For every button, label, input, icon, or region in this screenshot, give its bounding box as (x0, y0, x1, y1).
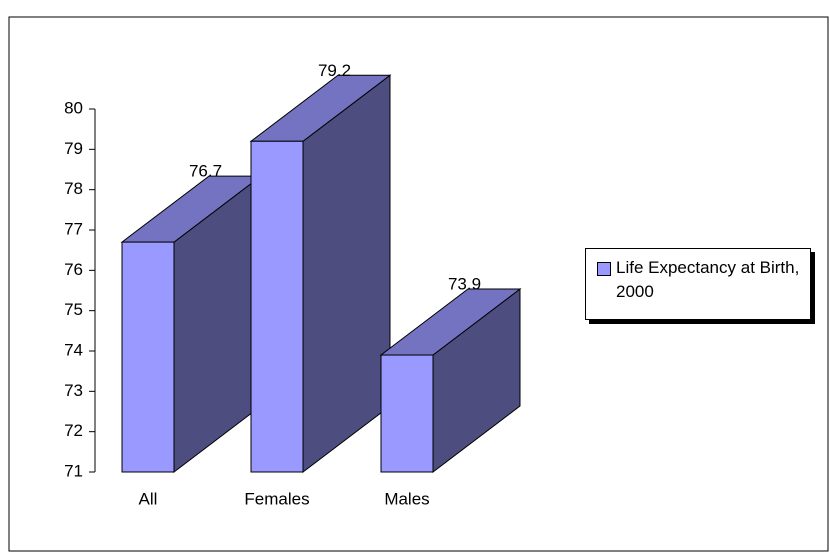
y-tick-label: 71 (64, 461, 83, 480)
legend: Life Expectancy at Birth, 2000 (585, 248, 811, 320)
y-tick-label: 72 (64, 421, 83, 440)
legend-label: Life Expectancy at Birth, 2000 (616, 258, 800, 301)
value-label: 79.2 (318, 61, 351, 80)
y-tick-label: 77 (64, 219, 83, 238)
y-tick-label: 76 (64, 260, 83, 279)
x-tick-label: Females (244, 489, 309, 508)
x-tick-label: All (139, 489, 158, 508)
bar (380, 354, 434, 473)
chart-border (8, 16, 829, 552)
y-tick-label: 80 (64, 98, 83, 117)
y-tick-label: 73 (64, 381, 83, 400)
y-tick-label: 79 (64, 139, 83, 158)
x-tick-label: Males (384, 489, 429, 508)
y-tick-label: 75 (64, 300, 83, 319)
bar (121, 241, 175, 473)
bar-side (302, 74, 391, 474)
legend-swatch (597, 262, 611, 276)
y-tick-label: 74 (64, 340, 83, 359)
y-tick-label: 78 (64, 179, 83, 198)
bar (250, 140, 304, 473)
value-label: 76.7 (189, 162, 222, 181)
value-label: 73.9 (448, 275, 481, 294)
